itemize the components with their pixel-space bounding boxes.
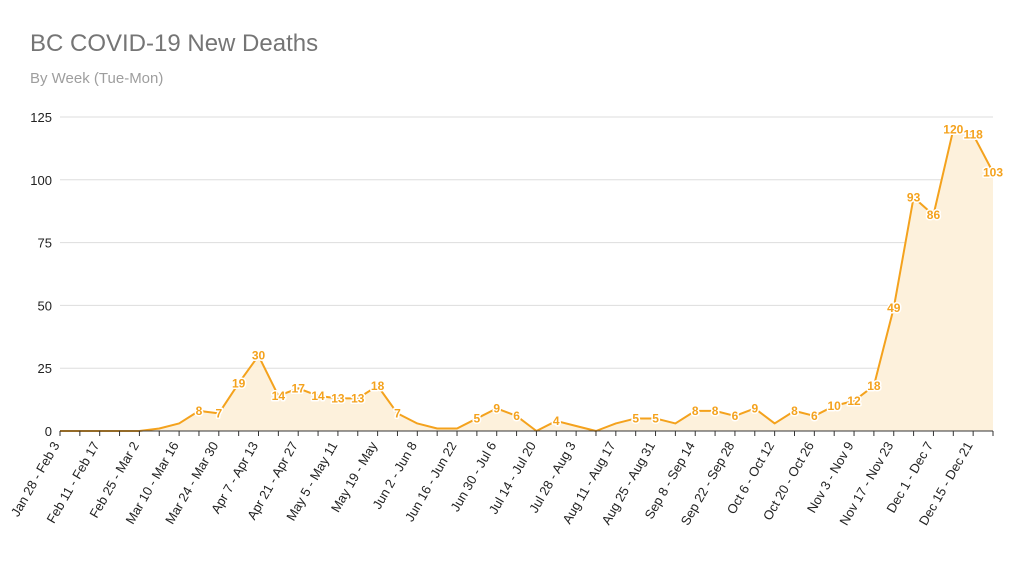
y-tick-label: 0	[45, 424, 52, 439]
data-label: 6	[811, 409, 818, 423]
area-fill	[60, 129, 993, 431]
y-tick-label: 125	[30, 110, 52, 125]
data-label-halo: 9	[751, 401, 758, 415]
data-label-halo: 86	[927, 208, 941, 222]
data-label-halo: 8	[196, 404, 203, 418]
data-label-halo: 12	[847, 394, 861, 408]
data-label-halo: 7	[215, 406, 222, 420]
gridlines	[60, 116, 993, 369]
data-label-halo: 13	[331, 391, 345, 405]
data-label: 6	[732, 409, 739, 423]
data-label: 4	[553, 414, 560, 428]
series-line	[60, 128, 994, 432]
data-label-halo: 118	[963, 128, 983, 142]
data-label-halo: 103	[983, 165, 1003, 179]
data-label: 49	[887, 301, 901, 315]
data-label: 10	[828, 399, 842, 413]
chart-subtitle: By Week (Tue-Mon)	[30, 70, 164, 87]
data-label: 8	[791, 404, 798, 418]
data-label-halo: 17	[292, 381, 306, 395]
data-label: 8	[196, 404, 203, 418]
area-fill-layer	[60, 129, 993, 431]
data-label-halo: 5	[652, 411, 659, 425]
data-label: 19	[232, 376, 246, 390]
data-label: 120	[943, 123, 963, 137]
y-tick-label: 100	[30, 173, 52, 188]
data-label: 8	[712, 404, 719, 418]
data-label: 7	[215, 406, 222, 420]
chart-title: BC COVID-19 New Deaths	[30, 30, 319, 57]
data-label: 17	[292, 381, 306, 395]
x-axis	[59, 430, 994, 436]
data-label: 7	[394, 406, 401, 420]
data-label: 18	[371, 379, 385, 393]
data-label-halo: 9	[493, 401, 500, 415]
y-tick-label: 75	[38, 236, 52, 251]
data-label: 18	[867, 379, 881, 393]
data-label: 86	[927, 208, 941, 222]
data-label-halo: 5	[474, 411, 481, 425]
data-label: 12	[847, 394, 861, 408]
data-label-halo: 30	[252, 349, 266, 363]
data-label: 13	[331, 391, 345, 405]
data-label: 14	[272, 389, 286, 403]
data-label: 5	[474, 411, 481, 425]
data-label-halo: 8	[692, 404, 699, 418]
data-label: 13	[351, 391, 365, 405]
data-label-halo: 18	[867, 379, 881, 393]
data-label-halo: 49	[887, 301, 901, 315]
data-label: 5	[632, 411, 639, 425]
data-label: 14	[311, 389, 325, 403]
series-line-layer	[60, 128, 994, 432]
data-label-halo: 7	[394, 406, 401, 420]
data-label-halo: 6	[811, 409, 818, 423]
data-label-halo: 6	[513, 409, 520, 423]
data-label-halo: 18	[371, 379, 385, 393]
data-label: 6	[513, 409, 520, 423]
data-label-halo: 120	[943, 123, 963, 137]
data-label: 30	[252, 349, 266, 363]
data-label-halo: 8	[712, 404, 719, 418]
data-label-halo: 8	[791, 404, 798, 418]
data-label: 93	[907, 190, 921, 204]
data-label-halo: 10	[828, 399, 842, 413]
y-axis-tick-labels: 0 25 50 75 100 125	[30, 110, 52, 439]
y-tick-label: 50	[38, 298, 52, 313]
data-label-halo: 13	[351, 391, 365, 405]
y-tick-label: 25	[38, 361, 52, 376]
data-label-halo: 19	[232, 376, 246, 390]
data-label-halo: 4	[553, 414, 560, 428]
data-label-halo: 6	[732, 409, 739, 423]
data-label-halo: 14	[272, 389, 286, 403]
data-label-halo: 93	[907, 190, 921, 204]
data-label: 118	[963, 128, 983, 142]
data-label: 103	[983, 165, 1003, 179]
data-label: 9	[493, 401, 500, 415]
data-label-halo: 5	[632, 411, 639, 425]
data-label: 8	[692, 404, 699, 418]
data-label: 9	[751, 401, 758, 415]
data-label: 5	[652, 411, 659, 425]
data-label-halo: 14	[311, 389, 325, 403]
